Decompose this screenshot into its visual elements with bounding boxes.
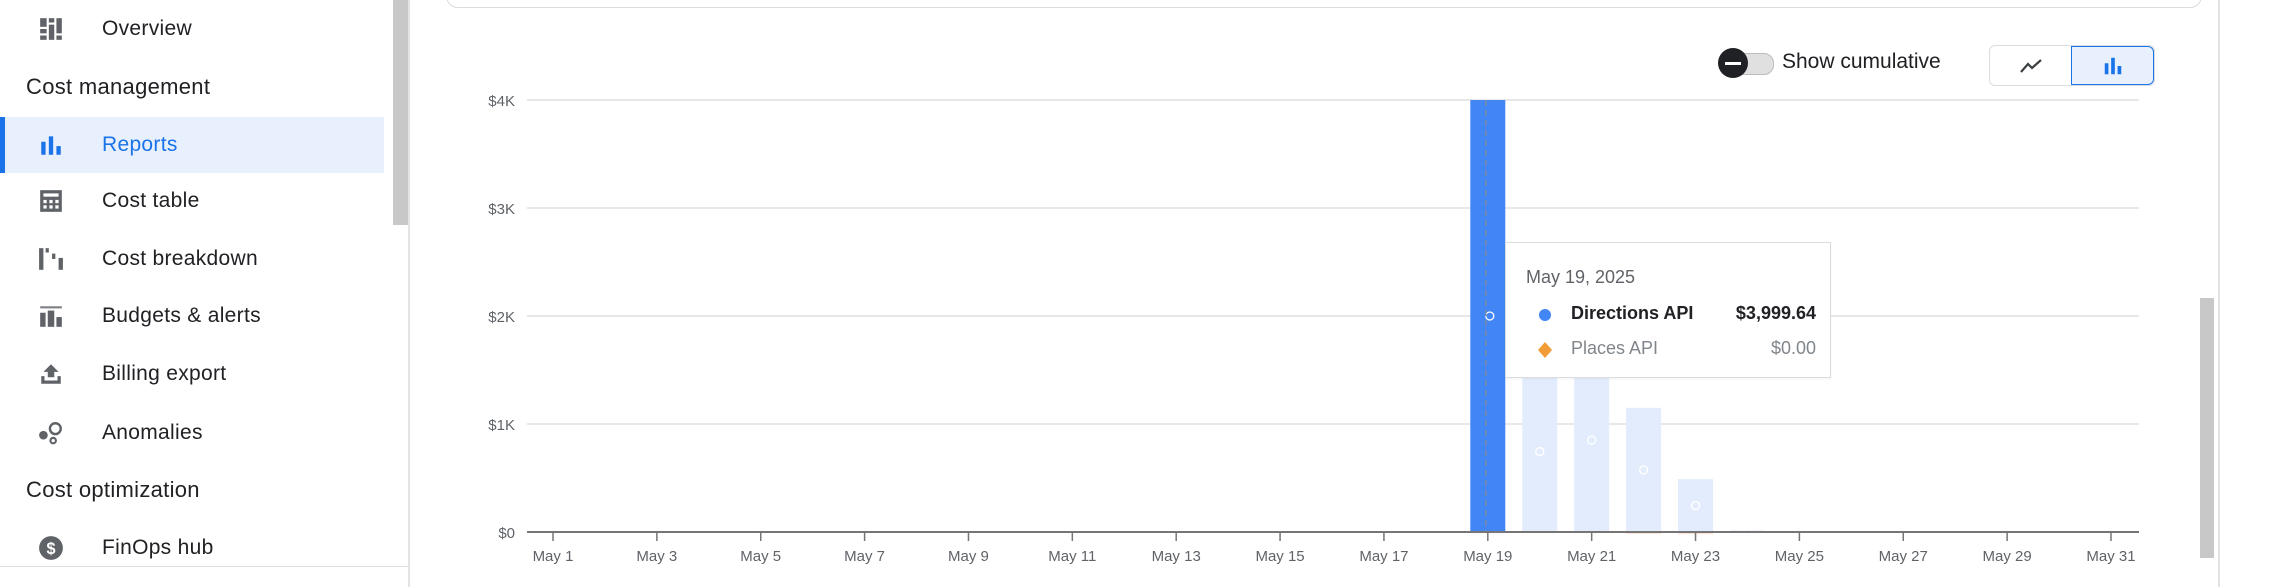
x-tick-label: May 21: [1567, 548, 1616, 565]
y-tick-label: $4K: [488, 93, 515, 110]
diamond-marker-icon: [1538, 342, 1552, 358]
x-tick-label: May 25: [1775, 548, 1824, 565]
bar-point-marker: [1587, 435, 1597, 445]
sidebar-item-label: Reports: [102, 133, 178, 156]
sidebar-item-finops-hub[interactable]: $ FinOps hub: [0, 520, 384, 576]
sidebar-item-overview[interactable]: Overview: [0, 1, 384, 57]
tooltip-series-name: Directions API: [1571, 303, 1694, 323]
sidebar-item-cost-breakdown[interactable]: Cost breakdown: [0, 231, 384, 287]
sidebar-item-label: Budgets & alerts: [102, 304, 261, 327]
x-tick-label: May 29: [1983, 548, 2032, 565]
bar-chart-icon: [2104, 57, 2121, 74]
y-tick-label: $2K: [488, 309, 515, 326]
circle-marker-icon: [1539, 309, 1551, 321]
sidebar-item-anomalies[interactable]: Anomalies: [0, 405, 384, 461]
tooltip-series-value: $0.00: [1770, 338, 1816, 358]
line-chart-button[interactable]: [1990, 46, 2071, 85]
bar-point-marker: [1690, 500, 1701, 511]
bar-directions-api: [1626, 407, 1662, 532]
svg-text:$: $: [46, 540, 55, 558]
x-tick-label: May 17: [1359, 548, 1408, 565]
section-title-cost-optimization: Cost optimization: [26, 477, 200, 502]
sidebar-item-label: Billing export: [102, 362, 227, 385]
tooltip-series-value: $3,999.64: [1735, 303, 1816, 323]
sidebar-item-label: Anomalies: [102, 421, 203, 444]
x-tick-label: May 15: [1255, 548, 1304, 565]
main-border: [2218, 0, 2220, 587]
anomalies-icon: [39, 422, 62, 445]
calculator-table-icon: [40, 190, 62, 212]
line-chart-icon: [2019, 58, 2042, 73]
y-tick-label: $0: [498, 525, 515, 542]
y-tick-label: $3K: [488, 201, 515, 218]
bar-point-marker: [1535, 446, 1545, 457]
x-tick-label: May 13: [1152, 548, 1201, 565]
x-tick-label: May 11: [1048, 548, 1096, 565]
sidebar-item-label: FinOps hub: [102, 536, 214, 559]
section-title-cost-management: Cost management: [26, 74, 211, 99]
upload-icon: [41, 364, 61, 384]
x-tick-label: May 23: [1671, 548, 1720, 565]
waterfall-icon: [39, 248, 63, 270]
main-scrollbar[interactable]: [2200, 298, 2214, 558]
x-tick-label: May 5: [740, 548, 781, 565]
sidebar-item-reports[interactable]: Reports: [0, 117, 384, 173]
x-tick-label: May 7: [844, 548, 885, 565]
sidebar-divider: [0, 566, 408, 567]
show-cumulative-label: Show cumulative: [1782, 50, 1941, 73]
dollar-circle-icon: $: [39, 536, 63, 560]
tooltip-series-name: Places API: [1571, 338, 1659, 358]
sidebar-item-billing-export[interactable]: Billing export: [0, 346, 384, 402]
sidebar-item-cost-table[interactable]: Cost table: [0, 173, 384, 229]
dashboard-icon: [40, 18, 62, 40]
bar-directions-api: [1470, 100, 1506, 532]
toggle-knob: [1718, 48, 1748, 78]
bar-point-marker: [1485, 311, 1495, 321]
sidebar-item-budgets-alerts[interactable]: Budgets & alerts: [0, 288, 384, 344]
x-tick-label: May 1: [533, 548, 574, 565]
bar-chart-button[interactable]: [2071, 46, 2154, 85]
bar-directions-api: [1522, 371, 1558, 532]
tooltip-row-places: Places API $0.00: [1526, 338, 1816, 362]
sidebar-scrollbar[interactable]: [393, 0, 408, 225]
filter-card: [446, 0, 2202, 8]
bar-directions-api: [1729, 530, 1765, 532]
x-tick-label: May 31: [2086, 548, 2135, 565]
sidebar-item-label: Cost table: [102, 189, 200, 212]
bar-point-marker: [1742, 526, 1753, 536]
x-tick-label: May 27: [1879, 548, 1928, 565]
y-tick-label: $1K: [488, 417, 515, 434]
tooltip-row-directions: Directions API $3,999.64: [1526, 303, 1816, 327]
bar-point-marker: [1638, 465, 1649, 475]
sidebar: Overview Cost management Reports Cost ta…: [0, 0, 408, 587]
sidebar-item-label: Cost breakdown: [102, 247, 258, 270]
sidebar-item-label: Overview: [102, 17, 192, 40]
bar-directions-api: [1678, 479, 1714, 532]
x-tick-label: May 19: [1463, 548, 1512, 565]
sidebar-border: [408, 0, 410, 587]
bar-places-api: [1678, 531, 1714, 535]
x-tick-label: May 9: [948, 548, 989, 565]
bar-chart-icon: [41, 136, 61, 155]
tooltip-date: May 19, 2025: [1526, 267, 1636, 287]
bar-places-api: [1626, 530, 1662, 534]
budget-icon: [40, 306, 62, 327]
show-cumulative-toggle[interactable]: [1718, 48, 1776, 78]
chart-type-selector: [1989, 45, 2155, 86]
chart-tooltip: May 19, 2025 Directions API $3,999.64 Pl…: [1505, 242, 1831, 378]
x-tick-label: May 3: [636, 548, 677, 565]
